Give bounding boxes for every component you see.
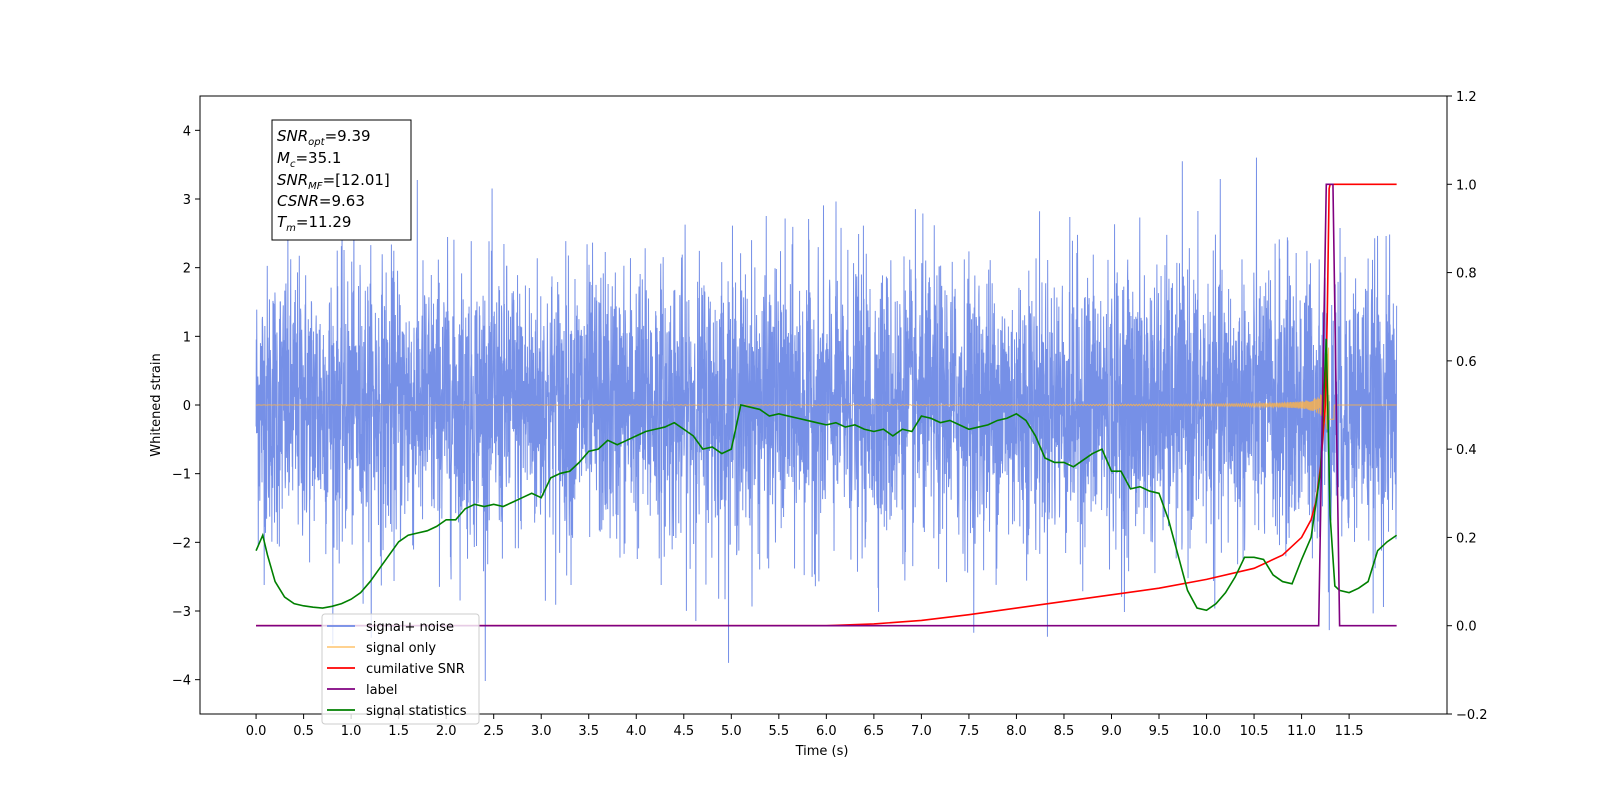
info-value: =[12.01] <box>323 171 390 189</box>
y-tick-label: 0 <box>183 399 191 414</box>
x-tick-label: 7.5 <box>959 724 980 739</box>
info-value: =9.63 <box>319 192 365 210</box>
x-tick-label: 2.5 <box>483 724 504 739</box>
y-axis-left: −4 −3 −2 −1 0 1 2 3 4 <box>172 124 200 689</box>
x-tick-label: 1.0 <box>341 724 362 739</box>
y2-tick-label: −0.2 <box>1456 708 1488 723</box>
x-tick-label: 11.5 <box>1335 724 1364 739</box>
info-symbol: SNR <box>277 127 308 145</box>
y-tick-label: −1 <box>172 468 191 483</box>
x-tick-label: 0.0 <box>246 724 267 739</box>
legend-label: cumilative SNR <box>366 662 465 677</box>
info-symbol: M <box>277 149 290 167</box>
legend-label: signal only <box>366 641 436 656</box>
signal-statistics-line <box>255 338 1398 612</box>
legend-label: signal statistics <box>366 704 467 719</box>
info-box: SNRopt=9.39Mc=35.1SNRMF=[12.01]CSNR=9.63… <box>271 119 412 241</box>
x-tick-label: 9.0 <box>1101 724 1122 739</box>
x-tick-label: 5.0 <box>721 724 742 739</box>
x-tick-label: 8.0 <box>1006 724 1027 739</box>
y-tick-label: 1 <box>183 330 191 345</box>
x-tick-label: 1.5 <box>388 724 409 739</box>
y2-tick-label: 0.8 <box>1456 267 1477 282</box>
y2-tick-label: 0.0 <box>1456 620 1477 635</box>
info-line: SNRMF=[12.01] <box>277 171 390 192</box>
y-tick-label: −2 <box>172 536 191 551</box>
y-tick-label: −3 <box>172 605 191 620</box>
series-cumulative-snr <box>256 183 1397 627</box>
x-tick-label: 10.0 <box>1192 724 1221 739</box>
info-subscript: m <box>286 223 296 234</box>
x-tick-label: 6.5 <box>864 724 885 739</box>
x-axis: 0.0 0.5 1.0 1.5 2.0 2.5 3.0 3.5 4.0 4.5 5.0 5.5 6.0 6… <box>246 714 1364 739</box>
x-tick-label: 3.0 <box>531 724 552 739</box>
info-subscript: MF <box>308 181 323 192</box>
x-axis-title: Time (s) <box>795 744 849 759</box>
legend-label: label <box>366 683 397 698</box>
x-tick-label: 5.5 <box>768 724 789 739</box>
x-tick-label: 4.5 <box>673 724 694 739</box>
label-line <box>256 183 1397 627</box>
y-tick-label: 4 <box>183 124 191 139</box>
x-tick-label: 8.5 <box>1054 724 1075 739</box>
y-axis-right: −0.2 0.0 0.2 0.4 0.6 0.8 1.0 1.2 <box>1447 90 1488 723</box>
x-tick-label: 4.0 <box>626 724 647 739</box>
x-tick-label: 2.0 <box>436 724 457 739</box>
y2-tick-label: 0.2 <box>1456 531 1477 546</box>
y-tick-label: 2 <box>183 262 191 277</box>
plot-area <box>255 157 1398 681</box>
series-label <box>256 183 1397 627</box>
info-symbol: CSNR <box>277 192 319 210</box>
y2-tick-label: 0.4 <box>1456 443 1477 458</box>
cumulative-snr-line <box>256 183 1397 627</box>
info-line: SNRopt=9.39 <box>277 127 371 148</box>
y-tick-label: −4 <box>172 674 191 689</box>
info-value: =35.1 <box>295 149 341 167</box>
info-line: CSNR=9.63 <box>277 192 365 210</box>
info-value: =11.29 <box>296 213 352 231</box>
series-signal-only <box>256 347 1397 430</box>
x-tick-label: 11.0 <box>1287 724 1316 739</box>
y-axis-title: Whitened strain <box>149 353 164 456</box>
info-value: =9.39 <box>325 127 371 145</box>
info-symbol: SNR <box>277 171 308 189</box>
x-tick-label: 10.5 <box>1240 724 1269 739</box>
y-tick-label: 3 <box>183 193 191 208</box>
legend-frame <box>321 613 480 725</box>
info-line: Mc=35.1 <box>277 149 341 170</box>
series-signal-statistics <box>255 338 1398 612</box>
info-subscript: opt <box>308 137 325 148</box>
info-subscript: c <box>290 159 296 170</box>
y2-tick-label: 0.6 <box>1456 355 1477 370</box>
legend-label: signal+ noise <box>366 620 454 635</box>
x-tick-label: 7.0 <box>911 724 932 739</box>
y2-tick-label: 1.0 <box>1456 178 1477 193</box>
y2-tick-label: 1.2 <box>1456 90 1477 105</box>
info-line: Tm=11.29 <box>277 213 351 234</box>
legend: signal+ noise signal only cumilative SNR la… <box>321 613 480 725</box>
info-symbol: T <box>277 213 288 231</box>
info-box-frame <box>271 119 412 241</box>
x-tick-label: 3.5 <box>578 724 599 739</box>
x-tick-label: 9.5 <box>1149 724 1170 739</box>
x-tick-label: 0.5 <box>293 724 314 739</box>
signal-only-line <box>256 347 1397 430</box>
x-tick-label: 6.0 <box>816 724 837 739</box>
